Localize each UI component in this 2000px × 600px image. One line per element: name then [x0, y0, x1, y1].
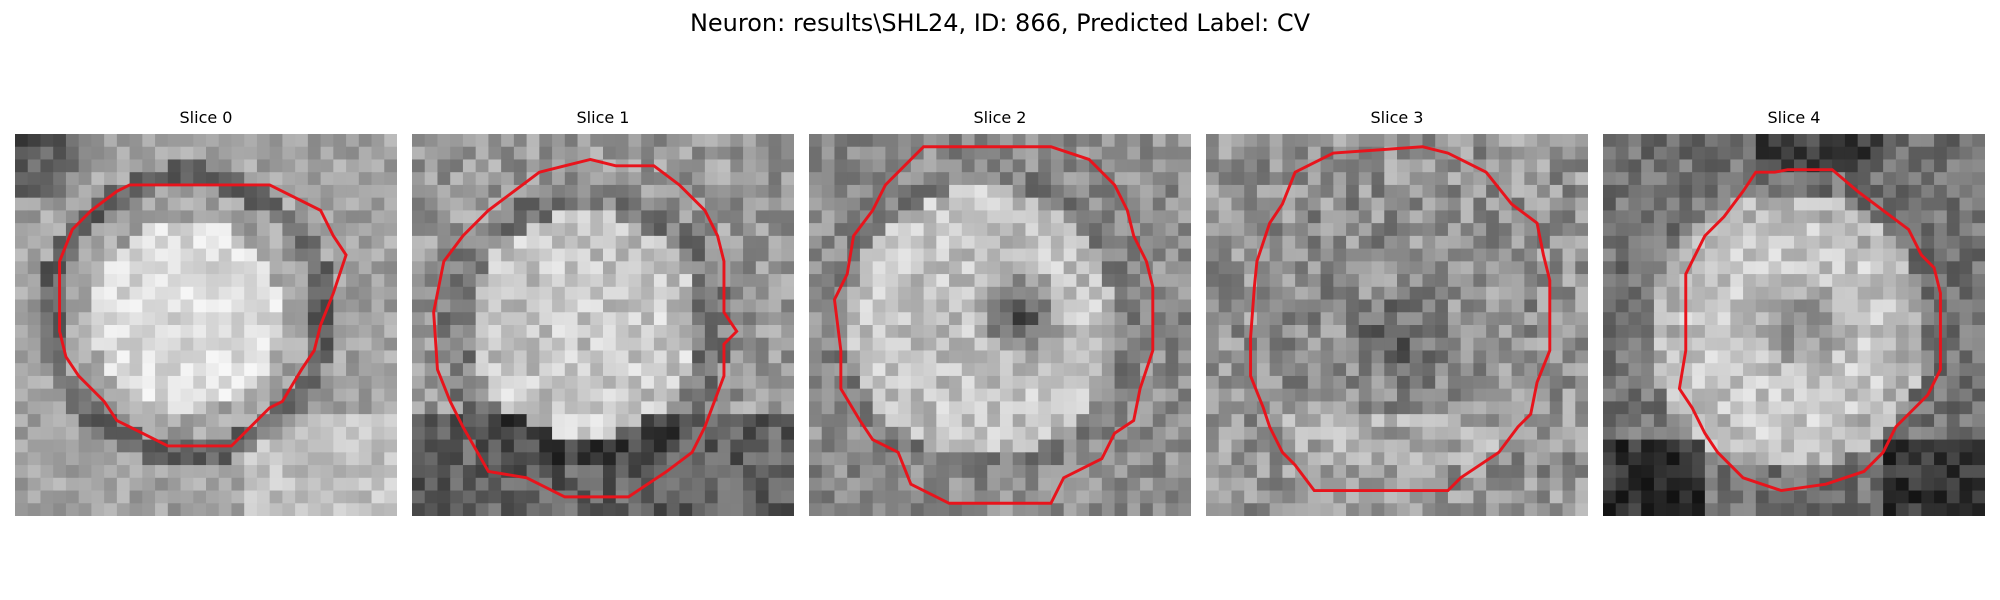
segmentation-contour: [58, 183, 348, 448]
slice-panel-4: Slice 4: [1603, 108, 1985, 516]
segmentation-contour: [1677, 168, 1942, 493]
slice-panel-1: Slice 1: [412, 108, 794, 516]
slice-panel-3: Slice 3: [1206, 108, 1588, 516]
figure-title: Neuron: results\SHL24, ID: 866, Predicte…: [689, 9, 1311, 37]
segmentation-contour: [832, 145, 1155, 505]
slice-image-4: [1603, 134, 1985, 516]
slice-title-0: Slice 0: [179, 108, 233, 127]
slice-title-3: Slice 3: [1370, 108, 1424, 127]
slice-title-4: Slice 4: [1767, 108, 1821, 127]
slice-title-1: Slice 1: [576, 108, 630, 127]
slice-image-0: [15, 134, 397, 516]
slice-title-2: Slice 2: [973, 108, 1027, 127]
slice-image-3: [1206, 134, 1588, 516]
slice-image-1: [412, 134, 794, 516]
segmentation-contour: [1249, 145, 1552, 492]
segmentation-contour: [432, 157, 739, 499]
slice-panel-0: Slice 0: [15, 108, 397, 516]
slice-panel-2: Slice 2: [809, 108, 1191, 516]
slice-image-2: [809, 134, 1191, 516]
